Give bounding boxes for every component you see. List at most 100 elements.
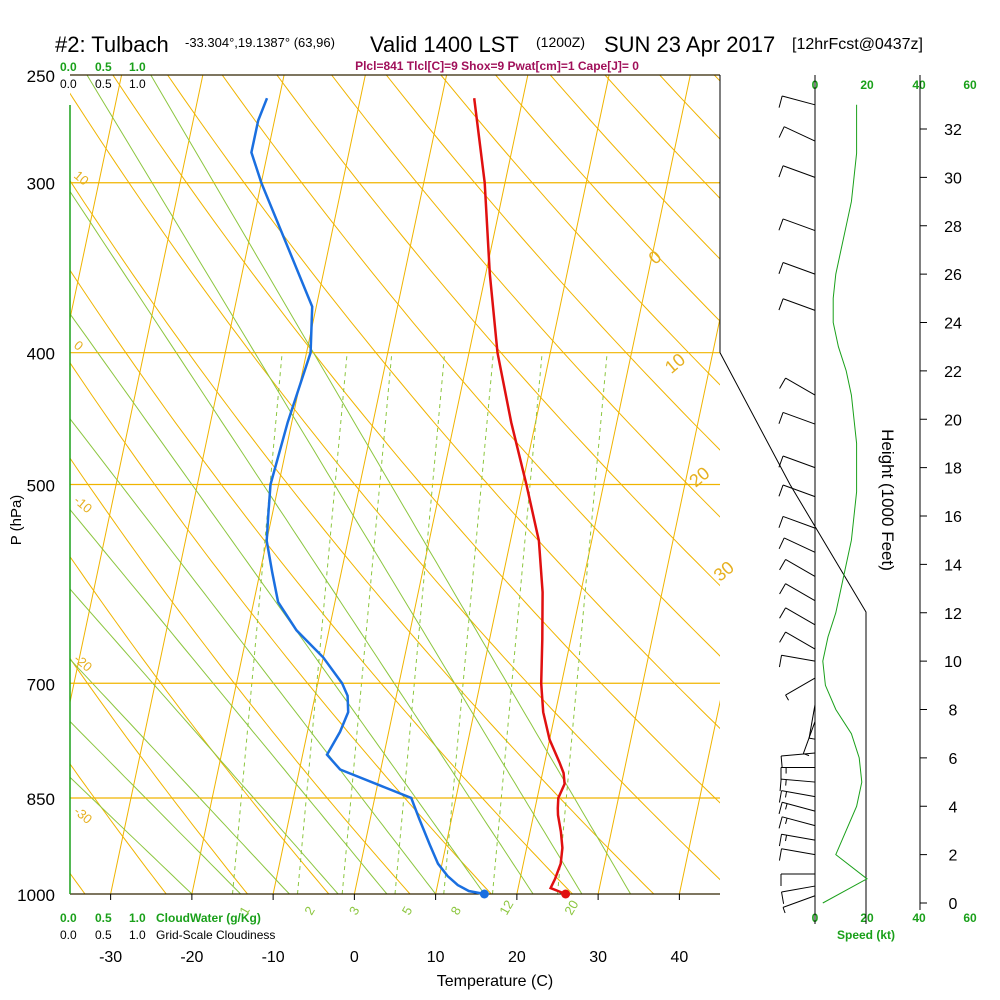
wind-barb bbox=[779, 607, 816, 626]
sounding-indices: Plcl=841 Tlcl[C]=9 Shox=9 Pwat[cm]=1 Cap… bbox=[355, 59, 639, 73]
x-tick-label: 40 bbox=[670, 949, 688, 966]
svg-text:0.5: 0.5 bbox=[95, 928, 112, 942]
wind-barb-staff bbox=[781, 833, 816, 841]
wind-barb-flag bbox=[809, 737, 816, 740]
wind-barb-staff bbox=[785, 559, 816, 577]
wind-barb-staff bbox=[782, 484, 816, 498]
height-tick-label: 22 bbox=[944, 364, 962, 381]
isotherm-line bbox=[678, 699, 720, 894]
wind-barb bbox=[785, 677, 816, 701]
wind-barb-staff bbox=[785, 583, 816, 602]
pressure-tick-label: 250 bbox=[27, 67, 55, 86]
height-tick-label: 26 bbox=[944, 267, 962, 284]
pressure-tick-label: 700 bbox=[27, 675, 55, 694]
station-coords: -33.304°,19.1387° (63,96) bbox=[185, 35, 335, 50]
isotherm-line bbox=[70, 75, 123, 321]
svg-text:0.0: 0.0 bbox=[60, 911, 77, 925]
dry-adiabat-line bbox=[713, 75, 720, 82]
dry-adiabat-line bbox=[0, 75, 4, 894]
height-tick-label: 18 bbox=[944, 461, 962, 478]
y2-axis-title: Height (1000 Feet) bbox=[878, 429, 897, 571]
cloudiness-bottom-scale: 0.0 0.5 1.0 Grid-Scale Cloudiness bbox=[60, 928, 275, 942]
wind-barb-flag bbox=[778, 218, 784, 231]
wind-barb-flag bbox=[782, 907, 786, 914]
height-tick-label: 2 bbox=[949, 848, 958, 865]
wind-barb bbox=[778, 833, 816, 847]
dry-adiabat-line bbox=[276, 75, 720, 587]
dry-adiabat-label: 0 bbox=[71, 337, 86, 353]
wind-barb bbox=[778, 790, 816, 803]
mixing-ratio-line bbox=[557, 352, 608, 894]
dry-adiabat-line bbox=[495, 75, 720, 322]
mixing-ratio-line bbox=[492, 352, 543, 894]
height-tick-label: 28 bbox=[944, 219, 962, 236]
cloudwater-bottom-scale: 0.0 0.5 1.0 CloudWater (g/Kg) bbox=[60, 911, 261, 925]
mixing-ratio-line bbox=[341, 352, 393, 894]
wind-barb-staff bbox=[782, 298, 816, 311]
dry-adiabat-line bbox=[70, 657, 248, 894]
wind-barb-flag bbox=[778, 95, 783, 108]
moist-adiabat-line bbox=[70, 508, 388, 894]
wind-barb-staff bbox=[785, 631, 816, 650]
wind-barb bbox=[779, 778, 816, 792]
wind-barb-flag bbox=[779, 779, 782, 792]
wind-barb bbox=[782, 895, 816, 914]
height-tick-label: 14 bbox=[944, 557, 962, 574]
height-tick-label: 0 bbox=[949, 896, 958, 913]
wind-barb-flag bbox=[779, 631, 786, 643]
wind-barb bbox=[778, 848, 816, 861]
cloudiness-top-scale: 0.0 0.5 1.0 bbox=[60, 77, 146, 91]
wind-panel-border bbox=[719, 352, 867, 924]
moist-adiabat-line bbox=[86, 75, 583, 894]
wind-barb bbox=[808, 704, 816, 740]
svg-text:1.0: 1.0 bbox=[129, 60, 146, 74]
wind-barb-flag bbox=[781, 891, 785, 904]
wind-barb-staff bbox=[785, 677, 816, 696]
wind-barb bbox=[781, 885, 816, 904]
surface-temperature-marker bbox=[561, 889, 571, 899]
speed-label: Speed (kt) bbox=[837, 928, 895, 942]
svg-text:0.0: 0.0 bbox=[60, 928, 77, 942]
wind-barb-flag bbox=[785, 835, 788, 842]
cloudiness-label: Grid-Scale Cloudiness bbox=[156, 928, 275, 942]
dry-adiabat-line bbox=[933, 75, 1000, 894]
y-axis-title: P (hPa) bbox=[8, 495, 25, 546]
svg-text:60: 60 bbox=[963, 911, 977, 925]
wind-barb bbox=[778, 484, 816, 498]
svg-text:40: 40 bbox=[912, 911, 926, 925]
wind-barb bbox=[779, 583, 816, 602]
mixing-ratio-label: 20 bbox=[561, 897, 581, 917]
wind-barb bbox=[778, 126, 816, 142]
moist-adiabat-line bbox=[70, 588, 339, 894]
wind-barb-staff bbox=[782, 455, 816, 469]
wind-barb-flag bbox=[779, 607, 786, 619]
dry-adiabat-line bbox=[70, 763, 167, 894]
dry-adiabat-line bbox=[385, 75, 720, 451]
wind-barb-flag bbox=[778, 848, 783, 861]
moist-adiabat-line bbox=[70, 658, 290, 894]
moist-adiabat-label: 10 bbox=[661, 349, 689, 377]
svg-text:1.0: 1.0 bbox=[129, 77, 146, 91]
wind-barb-flag bbox=[778, 537, 785, 549]
mixing-ratio-label: 2 bbox=[301, 904, 318, 918]
dry-adiabat-label: -10 bbox=[71, 492, 95, 516]
wind-barb-flag bbox=[780, 755, 783, 768]
wind-barb-flag bbox=[785, 803, 788, 810]
wind-barb bbox=[779, 559, 816, 577]
wind-barb-flag bbox=[778, 165, 784, 178]
speed-top-scale: 0 20 40 60 bbox=[812, 78, 977, 92]
temperature-profile-line bbox=[472, 98, 567, 896]
wind-barb bbox=[780, 767, 815, 780]
wind-barb-flag bbox=[778, 834, 783, 847]
dry-adiabat-line bbox=[70, 361, 492, 894]
moist-adiabat-line bbox=[150, 75, 632, 894]
mixing-ratio-line bbox=[297, 352, 348, 894]
dry-adiabat-line bbox=[70, 457, 411, 894]
moist-adiabat-line bbox=[70, 720, 241, 894]
wind-barb-flag bbox=[778, 262, 784, 274]
moist-adiabat-line bbox=[70, 776, 193, 894]
svg-text:0.5: 0.5 bbox=[95, 77, 112, 91]
mixing-ratio-line bbox=[394, 352, 446, 894]
utc-time: (1200Z) bbox=[536, 34, 585, 50]
wind-barb bbox=[778, 218, 816, 232]
